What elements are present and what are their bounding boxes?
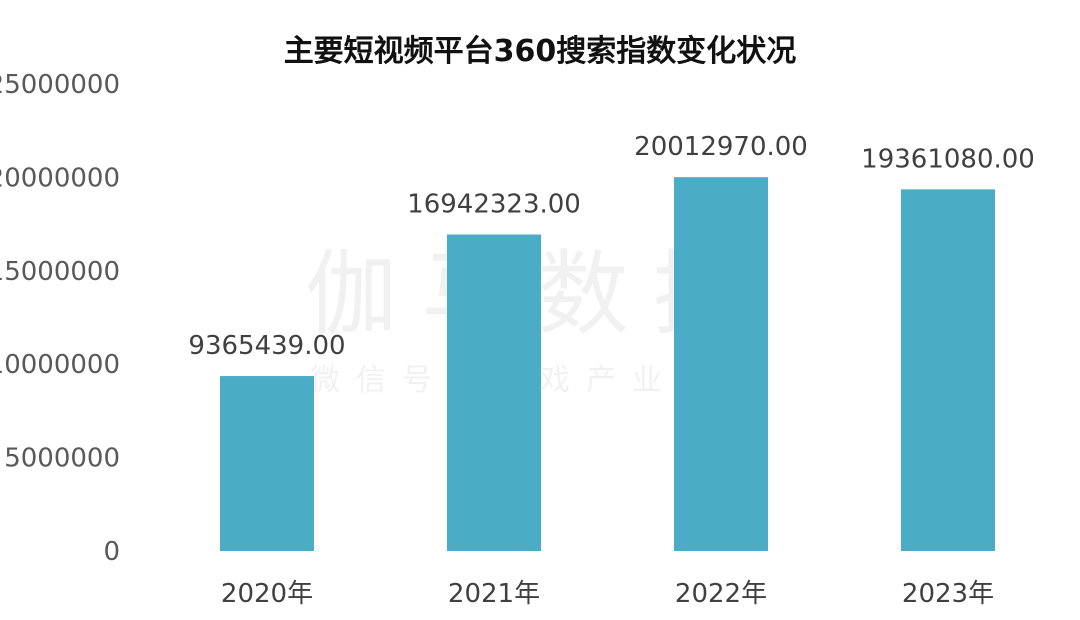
y-tick-label: 25000000 — [0, 70, 120, 100]
y-tick-label: 0 — [103, 537, 120, 567]
chart-title: 主要短视频平台360搜索指数变化状况 — [283, 34, 797, 69]
x-category-label: 2021年 — [448, 579, 540, 609]
x-category-label: 2022年 — [675, 579, 767, 609]
data-label: 16942323.00 — [407, 190, 581, 220]
y-tick-label: 5000000 — [4, 444, 120, 474]
bar — [220, 376, 314, 551]
y-tick-label: 10000000 — [0, 350, 120, 380]
data-label: 19361080.00 — [861, 144, 1035, 174]
bar — [901, 189, 995, 551]
x-category-label: 2023年 — [902, 579, 994, 609]
x-category-label: 2020年 — [221, 579, 313, 609]
y-tick-label: 20000000 — [0, 163, 120, 193]
bar — [674, 177, 768, 551]
data-label: 20012970.00 — [634, 132, 808, 162]
data-label: 9365439.00 — [188, 331, 345, 361]
y-tick-label: 15000000 — [0, 257, 120, 287]
bar — [447, 234, 541, 552]
